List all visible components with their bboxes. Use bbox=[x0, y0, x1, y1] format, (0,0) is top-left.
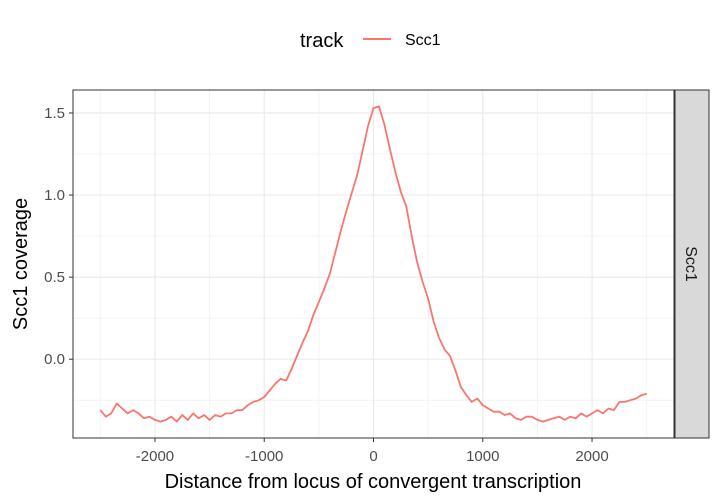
series-line-scc1 bbox=[99, 105, 647, 423]
y-axis-title: Scc1 coverage bbox=[10, 198, 32, 330]
x-axis: -2000 -1000 0 1000 2000 bbox=[136, 438, 609, 465]
x-tick-label: -1000 bbox=[245, 448, 283, 465]
y-tick-label: 0.5 bbox=[44, 269, 65, 286]
x-tick-label: 0 bbox=[369, 448, 377, 465]
y-tick-label: 1.0 bbox=[44, 187, 65, 204]
facet-strip: Scc1 bbox=[674, 89, 710, 439]
y-tick-label: 1.5 bbox=[44, 105, 65, 122]
grid-major bbox=[73, 90, 674, 438]
facet-strip-label: Scc1 bbox=[682, 246, 699, 282]
y-axis: 0.0 0.5 1.0 1.5 bbox=[44, 105, 73, 368]
x-tick-label: -2000 bbox=[136, 448, 174, 465]
legend: track Scc1 bbox=[300, 30, 441, 52]
legend-label-scc1: Scc1 bbox=[405, 32, 441, 49]
x-axis-title: Distance from locus of convergent transc… bbox=[165, 471, 582, 493]
legend-title: track bbox=[300, 30, 344, 52]
facet-strip-background bbox=[674, 89, 710, 439]
x-tick-label: 1000 bbox=[466, 448, 499, 465]
x-tick-label: 2000 bbox=[575, 448, 608, 465]
y-tick-label: 0.0 bbox=[44, 351, 65, 368]
